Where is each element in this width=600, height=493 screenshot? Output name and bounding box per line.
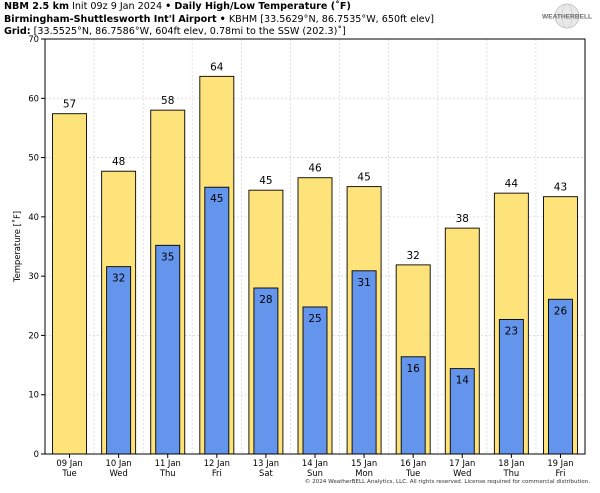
low-temp-bar	[106, 266, 132, 455]
y-tick-label: 60	[28, 93, 39, 103]
high-temp-label: 58	[161, 95, 174, 107]
x-tick-day: Fri	[212, 468, 222, 478]
x-tick-day: Sat	[259, 468, 273, 478]
y-tick-label: 30	[28, 271, 39, 281]
x-tick-date: 09 Jan	[56, 458, 82, 468]
x-tick-day: Fri	[555, 468, 565, 478]
x-tick-date: 10 Jan	[106, 458, 132, 468]
x-tick-day: Sun	[307, 468, 323, 478]
low-temp-label: 32	[112, 273, 125, 285]
x-tick-date: 15 Jan	[351, 458, 377, 468]
low-temp-label: 28	[259, 294, 272, 306]
high-temp-label: 64	[210, 61, 224, 73]
x-tick-day: Wed	[453, 468, 471, 478]
low-temp-bar	[498, 318, 524, 455]
header-bullet: •	[165, 1, 172, 12]
low-temp-label: 25	[308, 313, 321, 325]
header-line-3: Grid: [33.5525°N, 86.7586°W, 604ft elev,…	[4, 26, 434, 39]
low-temp-bar	[253, 287, 279, 455]
high-temp-label: 46	[308, 163, 322, 175]
weatherbell-globe-logo: WEATHERBELL	[542, 3, 592, 29]
low-temp-bar	[302, 306, 328, 455]
x-tick-date: 12 Jan	[204, 458, 230, 468]
high-temp-label: 45	[259, 175, 272, 187]
low-temp-label: 45	[210, 193, 223, 205]
y-tick-label: 20	[28, 330, 39, 340]
high-temp-label: 38	[456, 213, 469, 225]
grid-details: [33.5525°N, 86.7586°W, 604ft elev, 0.78m…	[33, 26, 346, 38]
low-temp-bar	[351, 270, 377, 455]
header-line-2: Birmingham-Shuttlesworth Int'l Airport •…	[4, 14, 434, 27]
x-tick-date: 17 Jan	[449, 458, 475, 468]
x-tick-date: 13 Jan	[253, 458, 279, 468]
low-temp-label: 31	[357, 277, 370, 289]
x-tick-date: 19 Jan	[547, 458, 573, 468]
header-line-1: NBM 2.5 km Init 09z 9 Jan 2024 • Daily H…	[4, 1, 434, 14]
copyright-text: © 2024 WeatherBELL Analytics, LLC. All r…	[304, 479, 590, 485]
value-labels: 57 48 32 58 35 64 45 45 28 46 25 45 31 32 16 38 14 44 23 43…	[63, 61, 568, 386]
station-details: KBHM [33.5629°N, 86.7535°W, 650ft elev]	[228, 13, 435, 25]
grid-label: Grid:	[4, 26, 31, 38]
y-tick-label: 70	[28, 34, 39, 44]
x-tick-day: Mon	[355, 468, 373, 478]
x-tick-day: Wed	[110, 468, 128, 478]
x-tick-day: Tue	[405, 468, 420, 478]
logo-text: WEATHERBELL	[542, 14, 592, 21]
x-tick-date: 18 Jan	[498, 458, 524, 468]
low-temp-bar	[400, 356, 426, 455]
high-temp-label: 45	[357, 172, 370, 184]
low-temp-label: 14	[456, 375, 470, 387]
low-temp-label: 23	[505, 325, 518, 337]
y-tick-label: 50	[28, 153, 39, 163]
header-bullet: •	[219, 13, 226, 25]
high-temp-label: 43	[554, 182, 567, 194]
low-temp-label: 35	[161, 251, 174, 263]
low-temp-bar	[155, 244, 181, 455]
station-name: Birmingham-Shuttlesworth Int'l Airport	[4, 13, 217, 25]
chart-header: NBM 2.5 km Init 09z 9 Jan 2024 • Daily H…	[4, 1, 434, 39]
product-name: Daily High/Low Temperature (˚F)	[174, 1, 351, 12]
high-temp-label: 44	[505, 178, 519, 190]
low-temp-bar	[548, 298, 573, 455]
high-temp-bar	[52, 113, 87, 455]
x-tick-day: Thu	[502, 468, 519, 478]
low-temp-label: 26	[554, 305, 568, 317]
y-axis: 0 10 20 30 40 50 60 70	[28, 34, 45, 459]
init-time: Init 09z 9 Jan 2024	[72, 1, 163, 12]
y-tick-label: 0	[34, 449, 39, 459]
x-tick-date: 14 Jan	[302, 458, 328, 468]
low-temp-bar	[449, 368, 475, 455]
high-temp-label: 57	[63, 99, 76, 111]
y-axis-label: Temperature [˚F]	[12, 211, 22, 283]
low-temp-label: 16	[406, 363, 420, 375]
low-temp-bar	[204, 186, 230, 455]
x-tick-day: Tue	[61, 468, 76, 478]
y-tick-label: 10	[28, 390, 39, 400]
high-temp-label: 32	[406, 250, 419, 262]
x-tick-date: 11 Jan	[155, 458, 181, 468]
y-tick-label: 40	[28, 212, 39, 222]
model-name: NBM 2.5 km	[4, 1, 69, 12]
x-tick-date: 16 Jan	[400, 458, 426, 468]
x-tick-day: Thu	[159, 468, 176, 478]
high-temp-label: 48	[112, 156, 125, 168]
bars	[52, 75, 578, 455]
